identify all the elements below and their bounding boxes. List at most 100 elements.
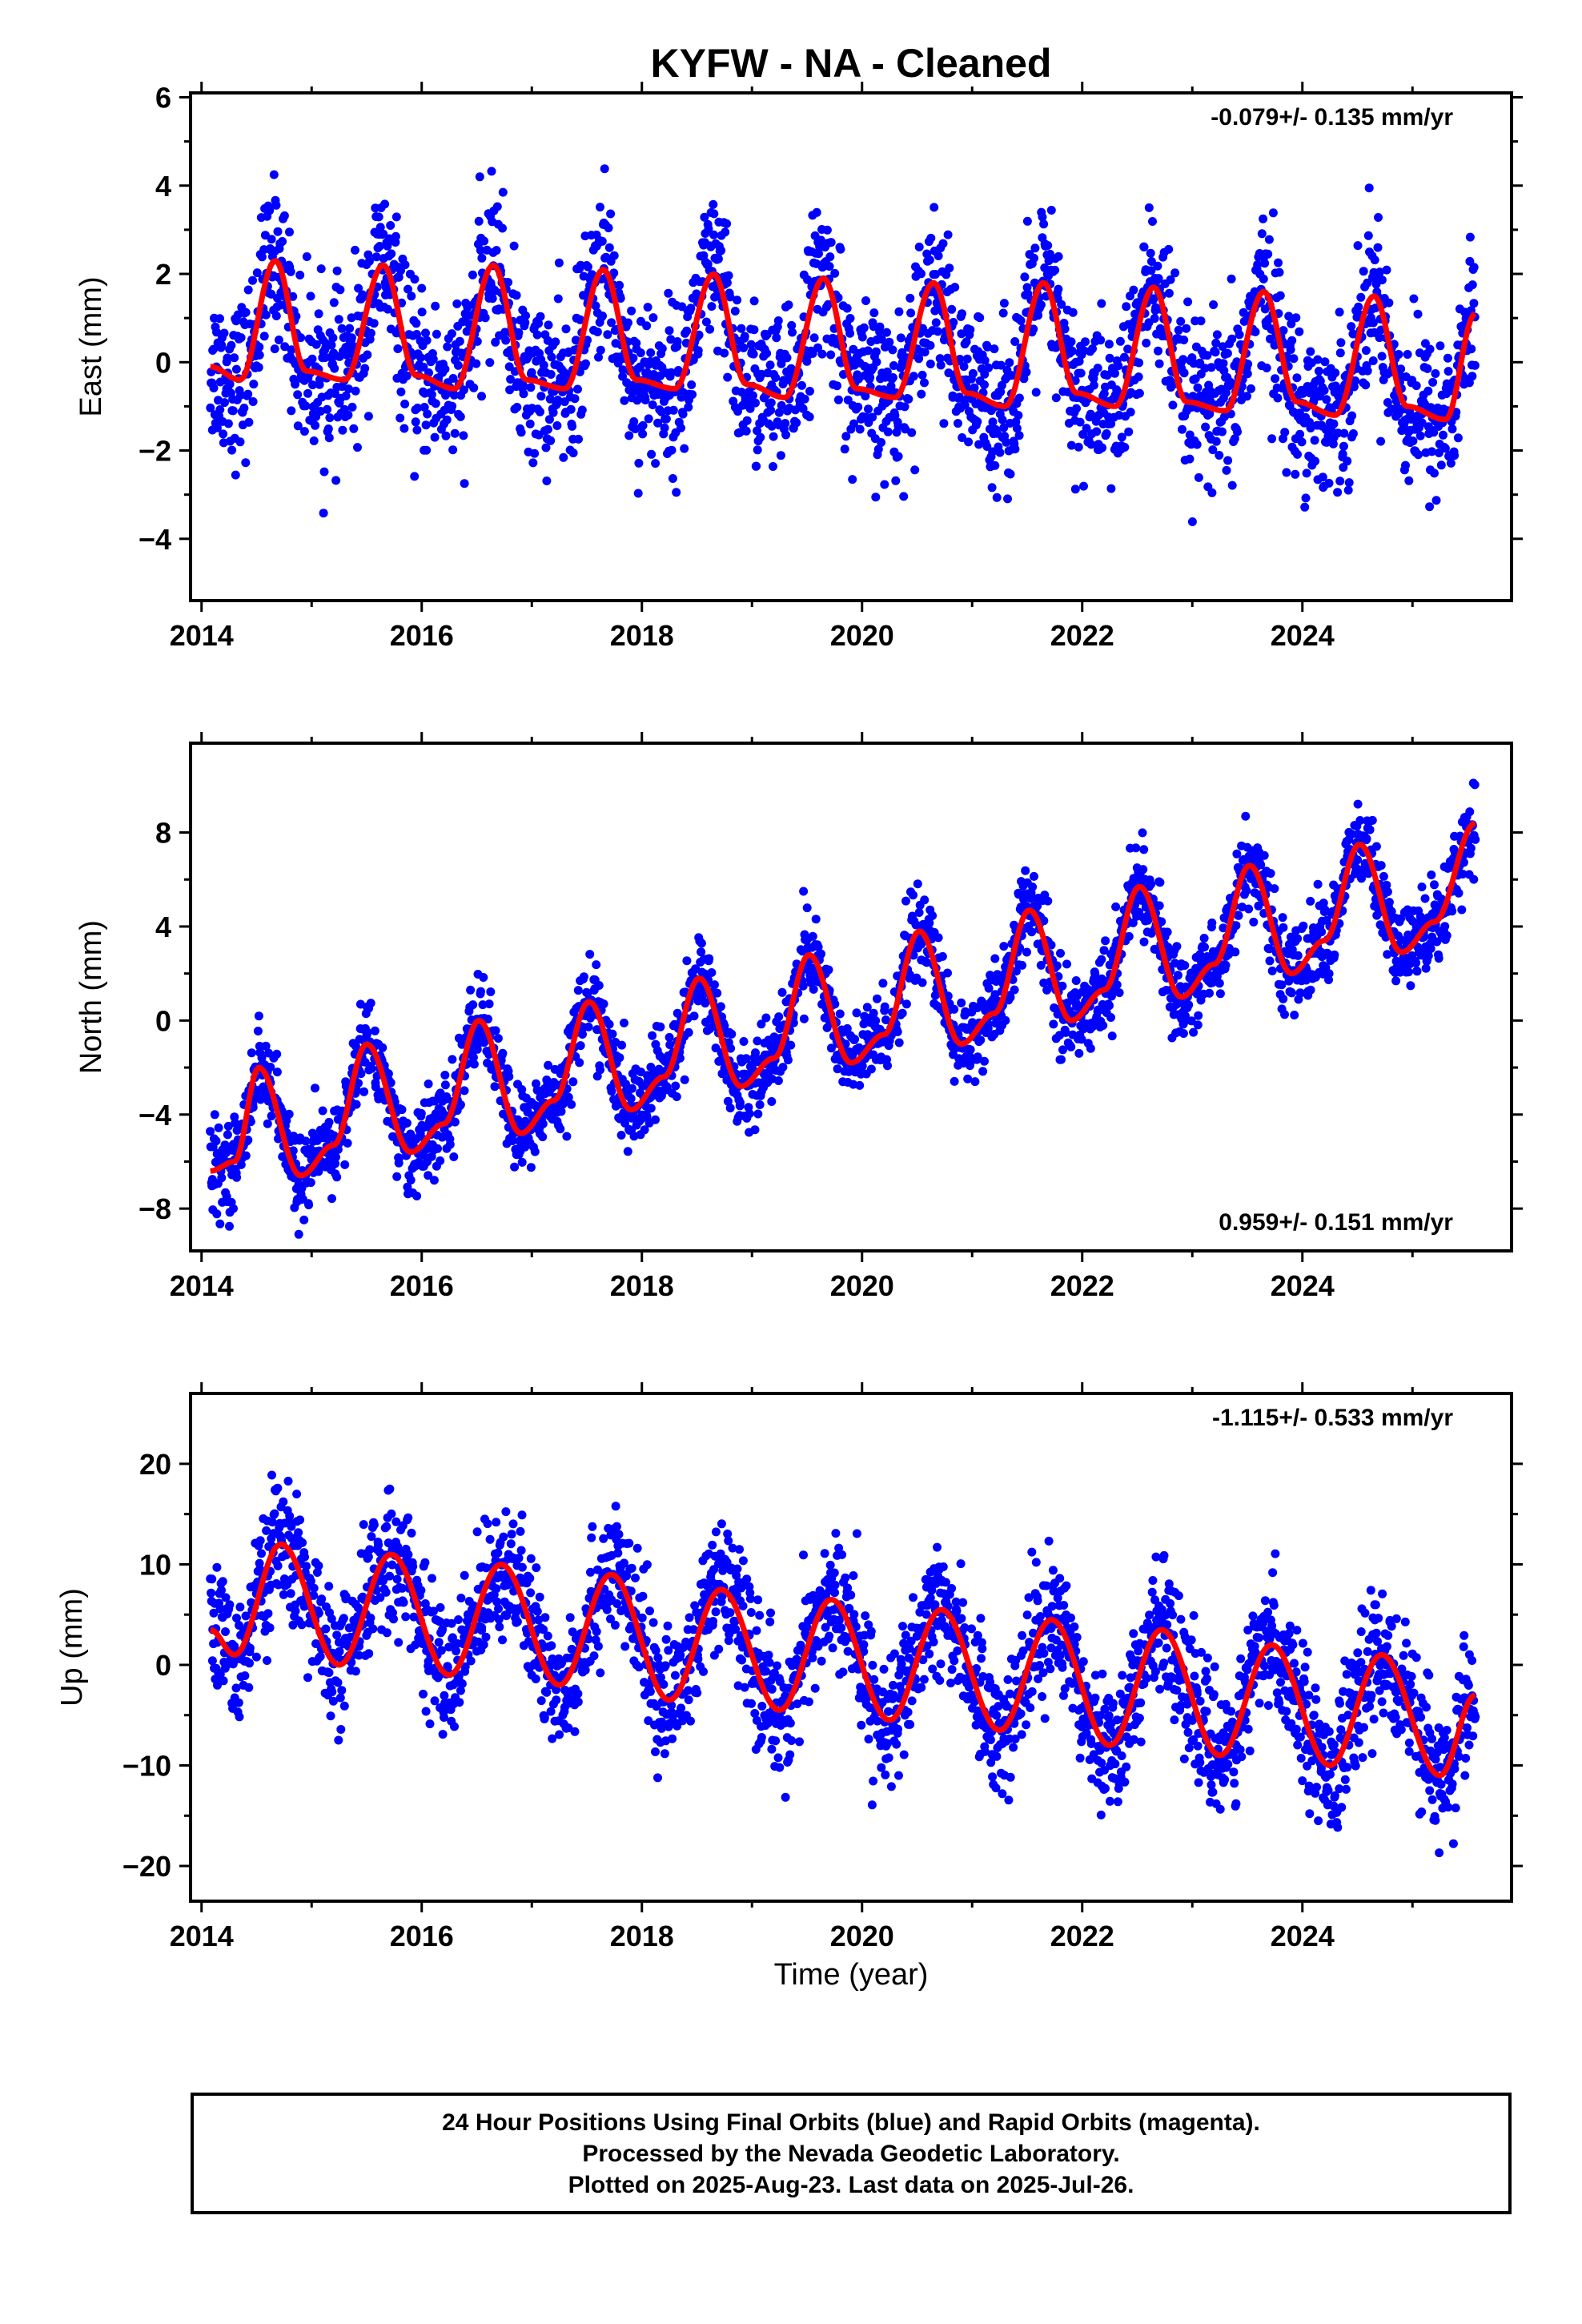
north-data-point	[1200, 943, 1209, 952]
east-data-point	[1344, 478, 1354, 488]
east-data-point	[334, 315, 343, 324]
east-data-point	[1164, 244, 1174, 254]
east-data-point	[417, 308, 427, 317]
east-data-point	[721, 227, 730, 237]
east-data-point	[1089, 380, 1098, 390]
east-data-point	[966, 325, 975, 335]
north-data-point	[241, 1151, 251, 1160]
north-data-point	[1313, 879, 1323, 889]
east-data-point	[665, 326, 674, 336]
east-data-point	[766, 398, 776, 408]
east-data-point	[212, 328, 221, 337]
east-data-point	[1134, 358, 1144, 368]
east-data-point	[480, 313, 490, 323]
north-data-point	[628, 1084, 636, 1093]
east-data-point	[469, 383, 479, 392]
east-data-point	[1394, 350, 1403, 359]
east-data-point	[1070, 485, 1080, 494]
north-data-point	[1049, 1019, 1058, 1029]
east-data-point	[223, 353, 232, 363]
east-data-point	[648, 313, 658, 323]
north-data-point	[367, 1063, 376, 1073]
north-data-point	[909, 891, 917, 900]
east-data-point	[910, 465, 920, 475]
east-data-point	[686, 304, 696, 313]
east-data-point	[1129, 285, 1138, 295]
north-data-point	[468, 1000, 478, 1010]
east-data-point	[460, 479, 469, 489]
east-data-point	[1415, 431, 1425, 440]
east-data-point	[803, 275, 813, 284]
east-data-point	[319, 467, 329, 476]
east-data-point	[669, 405, 678, 415]
east-data-point	[1401, 460, 1410, 470]
east-data-point	[1467, 344, 1476, 354]
east-data-point	[1154, 346, 1162, 356]
east-data-point	[1333, 488, 1343, 497]
east-data-point	[394, 272, 404, 282]
east-data-point	[909, 372, 918, 381]
north-data-point	[671, 1081, 681, 1091]
east-data-point	[303, 388, 312, 398]
north-data-point	[617, 1040, 627, 1050]
north-data-point	[1270, 884, 1279, 894]
east-data-point	[1274, 258, 1283, 267]
east-data-point	[1134, 388, 1144, 398]
east-data-point	[371, 252, 381, 262]
east-data-point	[1259, 274, 1268, 283]
east-data-point	[1075, 417, 1085, 427]
east-data-point	[741, 426, 751, 436]
east-data-point	[1139, 243, 1149, 251]
east-data-point	[786, 364, 796, 373]
north-data-point	[576, 1041, 585, 1051]
east-data-point	[947, 304, 957, 314]
north-data-point	[980, 1056, 989, 1066]
north-data-point	[331, 1152, 340, 1162]
east-data-point	[920, 378, 929, 388]
east-data-point	[293, 390, 303, 400]
east-data-point	[1074, 442, 1083, 452]
north-data-point	[466, 985, 476, 995]
east-data-point	[633, 489, 643, 498]
east-data-point	[1336, 338, 1346, 348]
east-data-point	[720, 348, 729, 358]
north-data-point	[1018, 960, 1027, 970]
east-data-point	[830, 268, 840, 278]
east-data-point	[477, 253, 487, 263]
north-data-point	[210, 1110, 219, 1120]
east-data-point	[422, 445, 432, 455]
east-data-point	[666, 368, 676, 377]
east-data-point	[1377, 352, 1387, 361]
east-data-point	[261, 310, 271, 320]
north-data-point	[556, 1107, 566, 1116]
east-data-point	[1271, 374, 1280, 384]
east-data-point	[498, 187, 508, 197]
east-data-point	[917, 370, 927, 380]
east-data-point	[597, 236, 607, 246]
east-data-point	[1354, 302, 1363, 312]
north-data-point	[880, 1002, 889, 1011]
east-data-point	[724, 271, 733, 280]
north-data-point	[1249, 917, 1259, 927]
east-data-point	[859, 323, 869, 332]
east-data-point	[1006, 469, 1015, 479]
east-data-point	[545, 394, 555, 404]
east-data-point	[1114, 361, 1123, 371]
east-data-point	[647, 449, 656, 459]
north-data-point	[211, 1136, 221, 1146]
east-data-point	[410, 472, 420, 481]
north-data-point	[1101, 936, 1110, 946]
north-data-point	[616, 1131, 626, 1140]
east-data-point	[1450, 451, 1460, 460]
east-data-point	[449, 390, 459, 400]
east-data-point	[287, 406, 296, 416]
east-data-point	[1439, 430, 1447, 440]
east-data-point	[988, 417, 998, 427]
east-data-point	[1382, 265, 1391, 275]
north-data-point	[223, 1130, 232, 1140]
east-data-point	[492, 246, 501, 255]
north-data-point	[894, 1038, 904, 1047]
north-data-point	[783, 1055, 793, 1065]
north-data-point	[232, 1172, 242, 1182]
east-data-point	[559, 452, 568, 462]
